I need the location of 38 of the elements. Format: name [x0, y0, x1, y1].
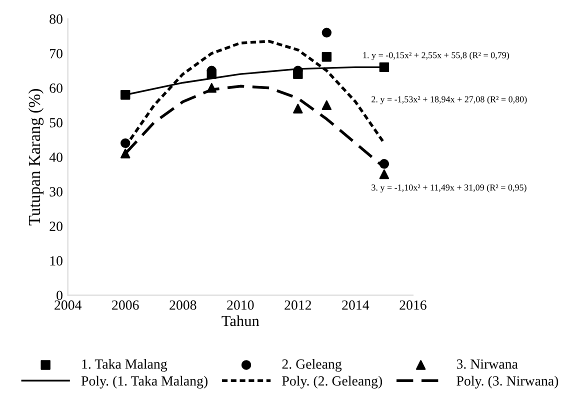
point — [322, 28, 332, 38]
point — [322, 100, 332, 110]
y-axis-title: Tutupan Karang (%) — [28, 89, 44, 226]
x-tick-label: 2016 — [400, 300, 426, 310]
legend-label: Poly. (2. Geleang) — [282, 376, 382, 388]
point — [379, 62, 390, 72]
x-tick-label: 2012 — [284, 300, 312, 310]
point — [379, 159, 390, 169]
legend-label: 3. Nirwana — [456, 359, 518, 369]
x-tick-label: 2004 — [54, 300, 82, 310]
legend-label: 1. Taka Malang — [82, 358, 168, 372]
x-axis-title: Tahun — [222, 315, 260, 326]
y-tick-label: 20 — [50, 222, 62, 232]
point — [379, 169, 390, 180]
point — [293, 104, 303, 114]
point — [120, 148, 130, 158]
x-tick-label: 2006 — [112, 300, 139, 310]
point — [120, 138, 130, 148]
legend-label: Poly. (1. Taka Malang) — [81, 376, 208, 388]
point — [120, 90, 130, 100]
x-tick-label: 2014 — [342, 300, 370, 310]
point — [206, 83, 217, 93]
point — [322, 52, 332, 62]
legend-label: 2. Geleang — [282, 358, 342, 372]
annotation: 3. y = -1,10x² + 11,49x + 31,09 (R² = 0,95) — [372, 184, 526, 192]
y-tick-label: 50 — [50, 118, 62, 128]
y-tick-label: 60 — [50, 84, 62, 93]
x-tick-label: 2008 — [170, 300, 196, 310]
x-tick-label: 2010 — [227, 300, 254, 310]
y-tick-label: 40 — [49, 152, 62, 162]
y-tick-label: 70 — [50, 48, 62, 58]
legend-label: Poly. (3. Nirwana) — [456, 376, 558, 388]
annotation: 1. y = -0,15x² + 2,55x + 55,8 (R² = 0,79) — [363, 52, 509, 60]
y-tick-label: 0 — [56, 290, 62, 300]
y-tick-label: 80 — [50, 14, 62, 24]
y-tick-label: 10 — [50, 256, 62, 266]
y-tick-label: 30 — [50, 187, 62, 196]
annotation: 2. y = -1,53x² + 18,94x + 27,08 (R² = 0,80) — [372, 96, 527, 104]
